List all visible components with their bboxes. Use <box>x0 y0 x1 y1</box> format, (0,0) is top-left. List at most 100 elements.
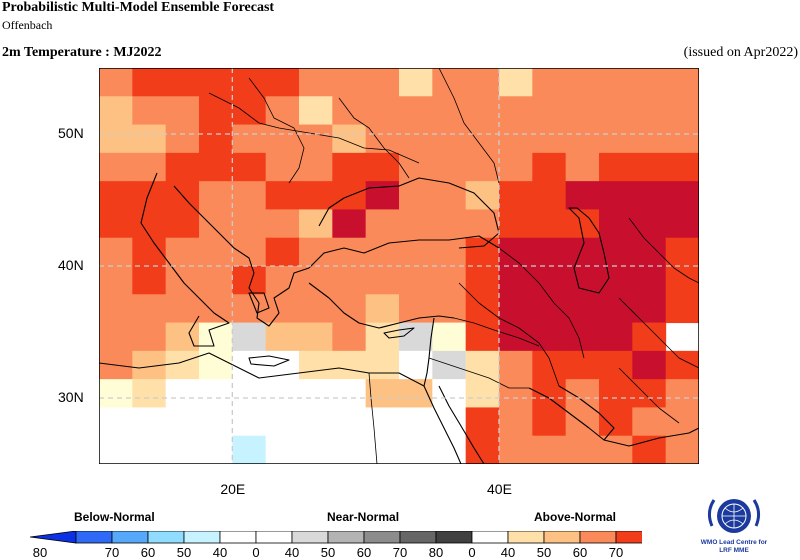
grid-cell <box>432 152 467 182</box>
lon-label-40e: 40E <box>487 481 512 497</box>
page-subtitle: Offenbach <box>2 18 53 32</box>
legend-swatch <box>183 531 221 544</box>
grid-cell <box>465 322 500 352</box>
legend-tick-label: 50 <box>177 545 191 559</box>
grid-cell <box>299 266 333 295</box>
grid-cell <box>465 96 500 126</box>
grid-cell <box>599 209 633 239</box>
grid-cell <box>465 237 500 267</box>
grid-cell <box>432 96 467 126</box>
grid-cell <box>265 181 300 210</box>
grid-cell <box>632 350 667 380</box>
forecast-map <box>99 68 699 464</box>
grid-cell <box>599 68 633 97</box>
grid-cell <box>99 435 133 464</box>
grid-cell <box>332 124 367 154</box>
grid-cell <box>232 152 267 182</box>
grid-cell <box>299 407 333 437</box>
color-legend: 80706050400405060708004050607080 [%] <box>30 531 642 559</box>
grid-cell <box>299 294 333 324</box>
grid-cell <box>399 181 433 210</box>
grid-cell <box>299 379 333 408</box>
grid-cell <box>199 68 233 97</box>
grid-cell <box>99 379 133 408</box>
grid-cell <box>565 266 600 295</box>
grid-cell <box>465 435 500 464</box>
legend-tick-label: 70 <box>609 545 623 559</box>
legend-swatch <box>615 531 642 544</box>
grid-cell <box>365 350 400 380</box>
grid-cell <box>132 152 167 182</box>
grid-cell <box>299 209 333 239</box>
grid-cell <box>665 96 699 126</box>
grid-cell <box>532 379 567 408</box>
grid-cell <box>99 68 133 97</box>
grid-cell <box>265 68 300 97</box>
lat-label-40n: 40N <box>58 257 84 273</box>
grid-cell <box>632 237 667 267</box>
grid-cell <box>165 322 200 352</box>
grid-cell <box>332 209 367 239</box>
grid-cell <box>432 322 467 352</box>
grid-cell <box>365 435 400 464</box>
grid-cell <box>465 379 500 408</box>
legend-tick-label: 0 <box>252 545 259 559</box>
grid-cell <box>665 209 699 239</box>
grid-cell <box>365 407 400 437</box>
grid-cell <box>532 407 567 437</box>
legend-swatch <box>507 531 545 544</box>
grid-cell <box>499 124 533 154</box>
grid-cell <box>232 379 267 408</box>
grid-cell <box>199 237 233 267</box>
grid-cell <box>465 181 500 210</box>
grid-cell <box>99 407 133 437</box>
grid-cell <box>299 350 333 380</box>
legend-tick-label: 50 <box>537 545 551 559</box>
grid-cell <box>265 266 300 295</box>
grid-cell <box>599 181 633 210</box>
grid-cell <box>199 435 233 464</box>
grid-cell <box>232 124 267 154</box>
grid-cell <box>99 294 133 324</box>
grid-cell <box>232 266 267 295</box>
grid-cell <box>165 96 200 126</box>
legend-swatch <box>111 531 149 544</box>
grid-cell <box>532 124 567 154</box>
grid-cell <box>632 68 667 97</box>
grid-cell <box>99 237 133 267</box>
grid-cell <box>132 209 167 239</box>
grid-cell <box>465 124 500 154</box>
grid-cell <box>165 379 200 408</box>
grid-cell <box>165 152 200 182</box>
grid-cell <box>399 124 433 154</box>
grid-cell <box>265 209 300 239</box>
grid-cell <box>499 96 533 126</box>
grid-cell <box>499 435 533 464</box>
grid-cell <box>532 68 567 97</box>
grid-cell <box>199 124 233 154</box>
legend-tick-label: 40 <box>213 545 227 559</box>
grid-cell <box>399 407 433 437</box>
grid-cell <box>665 407 699 437</box>
grid-cell <box>532 266 567 295</box>
page-title: Probabilistic Multi-Model Ensemble Forec… <box>2 0 275 15</box>
legend-tick-label: 80 <box>33 545 47 559</box>
grid-cell <box>432 237 467 267</box>
grid-cell <box>565 152 600 182</box>
grid-cell <box>432 68 467 97</box>
grid-cell <box>165 294 200 324</box>
grid-cell <box>332 322 367 352</box>
grid-cell <box>499 379 533 408</box>
grid-cell <box>465 350 500 380</box>
grid-cell <box>365 124 400 154</box>
legend-swatch <box>327 531 365 544</box>
grid-cell <box>165 407 200 437</box>
grid-cell <box>599 96 633 126</box>
grid-cell <box>199 96 233 126</box>
grid-cell <box>332 435 367 464</box>
grid-cell <box>632 435 667 464</box>
grid-cell <box>432 209 467 239</box>
grid-cell <box>365 96 400 126</box>
grid-cell <box>199 350 233 380</box>
legend-swatch <box>399 531 437 544</box>
